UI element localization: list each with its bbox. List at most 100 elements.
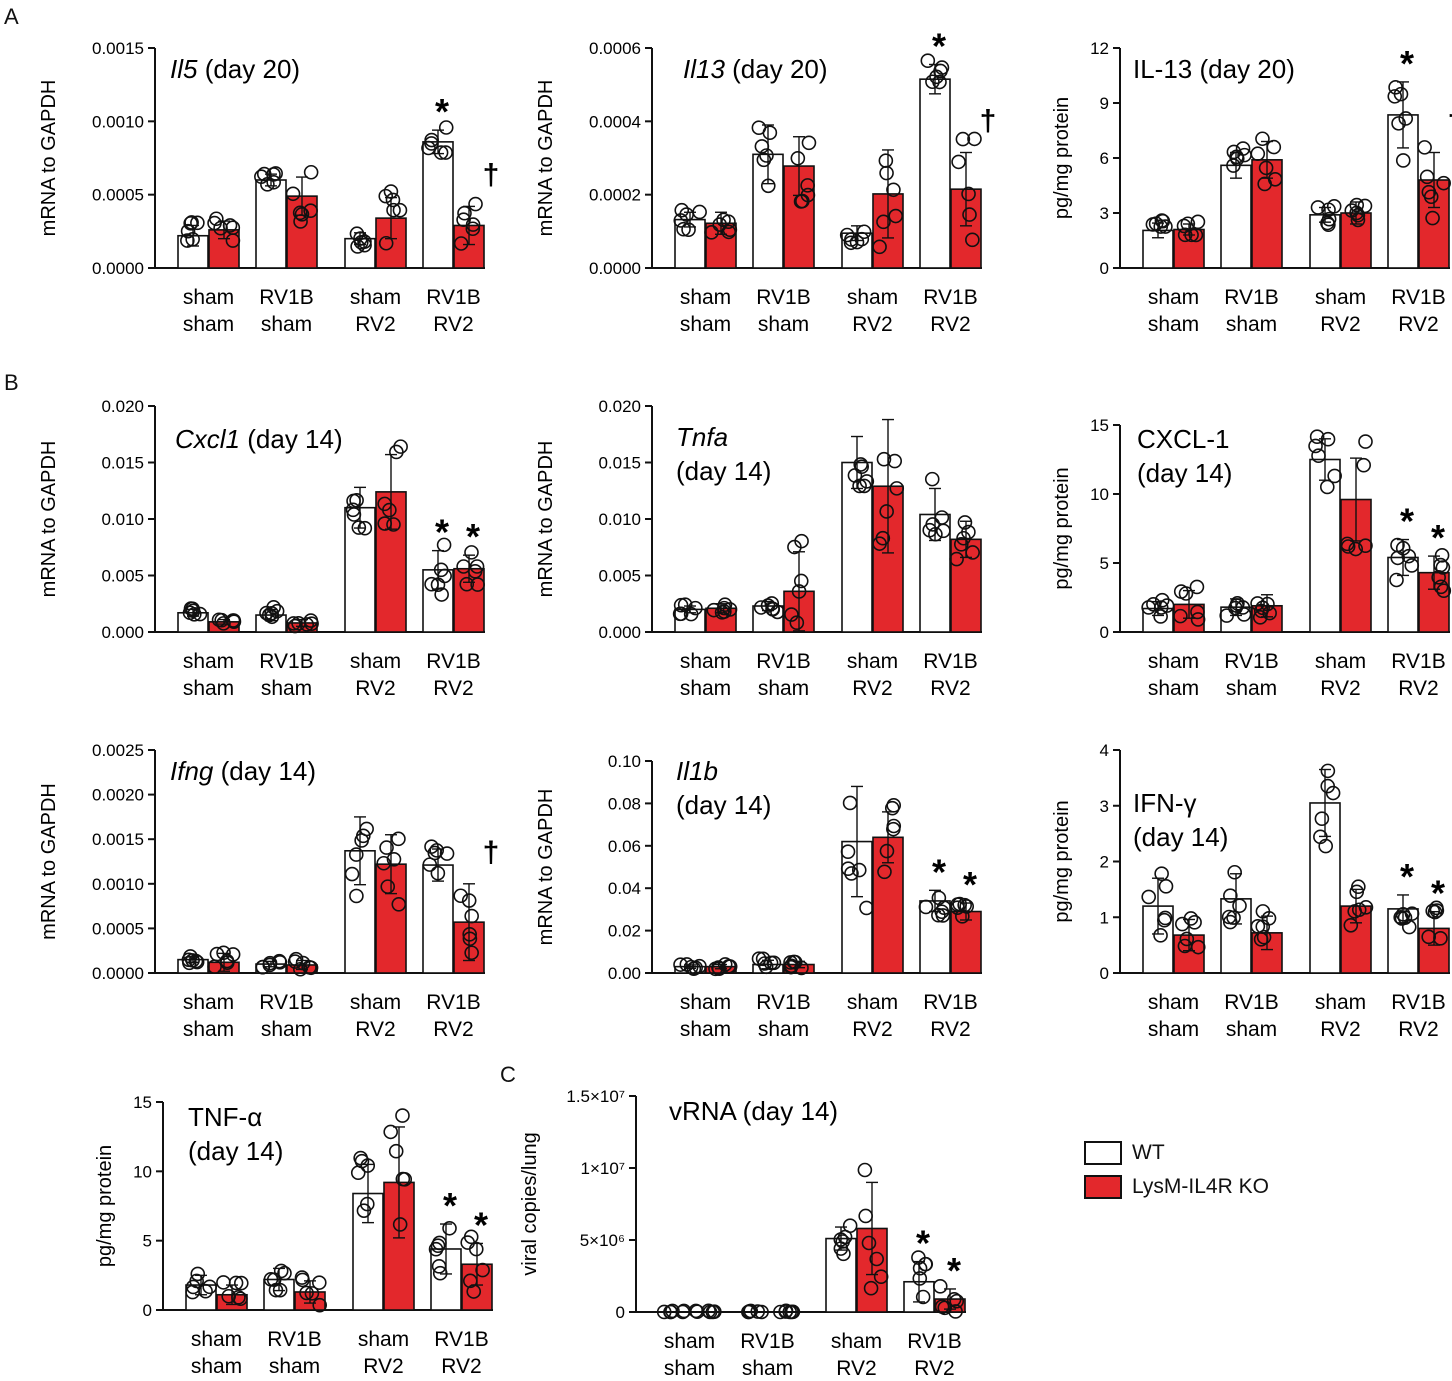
x-category-label: RV1B — [1224, 286, 1278, 309]
data-point — [931, 890, 947, 906]
data-point — [869, 1251, 884, 1267]
significance-mark: † — [483, 158, 500, 191]
x-category-label: RV1B — [756, 286, 810, 309]
panel-label-c: C — [500, 1062, 516, 1087]
data-point — [303, 203, 318, 218]
significance-mark: † — [483, 836, 500, 869]
significance-mark: * — [466, 516, 480, 557]
data-point — [430, 1238, 446, 1254]
x-category-label: sham — [350, 650, 401, 673]
data-point — [856, 478, 872, 494]
data-point — [711, 961, 727, 977]
y-tick-label: 0.0010 — [92, 875, 144, 894]
data-point — [1145, 217, 1161, 232]
y-axis-label: mRNA to GAPDH — [38, 80, 60, 237]
data-point — [1350, 212, 1366, 228]
data-point — [302, 960, 317, 975]
data-point — [965, 545, 980, 560]
x-category-label: sham — [350, 286, 401, 309]
data-point — [872, 239, 887, 255]
data-point — [429, 843, 444, 858]
data-point — [1436, 583, 1452, 599]
y-tick-label: 0.010 — [101, 510, 144, 529]
data-point — [1395, 907, 1411, 922]
data-point — [345, 502, 361, 518]
data-point — [784, 607, 799, 622]
data-point — [665, 1303, 680, 1319]
data-point — [876, 214, 891, 230]
data-point — [185, 603, 201, 619]
data-point — [889, 481, 905, 496]
x-category-label: sham — [1315, 991, 1366, 1014]
y-tick-label: 9 — [1100, 94, 1109, 113]
data-point — [787, 954, 803, 970]
bar-wt — [422, 141, 454, 269]
y-tick-label: 0.020 — [598, 397, 641, 416]
data-point — [202, 1279, 217, 1295]
chart-title-part: Cxcl1 — [175, 424, 240, 454]
data-point — [1358, 900, 1374, 915]
data-point — [794, 533, 809, 549]
data-point — [950, 900, 965, 915]
x-category-label: RV2 — [1398, 677, 1438, 700]
x-category-label: sham — [680, 677, 731, 700]
data-point — [1314, 811, 1330, 826]
data-point — [677, 597, 693, 612]
y-tick-label: 1.5×10⁷ — [566, 1087, 625, 1106]
data-point — [453, 236, 469, 251]
data-point — [353, 235, 369, 250]
data-point — [461, 893, 477, 908]
y-tick-label: 10 — [133, 1162, 152, 1181]
data-point — [688, 600, 703, 616]
x-category-label: sham — [183, 991, 234, 1014]
data-point — [272, 954, 288, 970]
y-tick-label: 0 — [143, 1301, 152, 1320]
data-point — [219, 953, 235, 969]
data-point — [379, 840, 394, 855]
data-point — [1358, 434, 1373, 449]
x-category-label: sham — [680, 991, 731, 1014]
data-point — [800, 178, 815, 193]
chart-il5: 0.0000 0.0005 0.0010 0.0015 mRNA to GAPDH Il5… — [38, 39, 499, 336]
data-point — [936, 523, 951, 539]
significance-mark: * — [916, 1223, 930, 1264]
y-tick-label: 6 — [1100, 149, 1109, 168]
y-tick-label: 15 — [1090, 416, 1109, 435]
y-tick-label: 0.02 — [608, 922, 641, 941]
data-point — [359, 1196, 375, 1212]
y-tick-label: 1×10⁷ — [581, 1159, 625, 1178]
data-point — [835, 1234, 851, 1249]
data-point — [884, 800, 900, 816]
data-point — [1176, 218, 1192, 234]
x-category-label: sham — [758, 1018, 809, 1041]
y-tick-label: 15 — [133, 1093, 152, 1112]
data-point — [676, 221, 691, 237]
data-point — [264, 605, 279, 621]
data-point — [1417, 140, 1432, 155]
y-tick-label: 0 — [1100, 623, 1109, 642]
data-point — [1351, 879, 1366, 895]
data-point — [377, 516, 393, 531]
data-point — [1419, 169, 1435, 185]
data-point — [801, 135, 817, 151]
data-point — [965, 232, 980, 248]
y-tick-label: 0.00 — [608, 964, 641, 983]
x-category-label: RV2 — [1320, 313, 1360, 336]
data-point — [214, 612, 229, 628]
panel-label-b: B — [4, 370, 19, 395]
x-category-label: RV2 — [441, 1355, 481, 1378]
data-point — [266, 167, 281, 182]
x-category-label: sham — [680, 1018, 731, 1041]
chart-tnfaprot: 0 5 10 15 pg/mg protein TNF-α (day 14) * * sham sh… — [94, 1093, 493, 1378]
legend-item-ko: LysM-IL4R KO — [1084, 1170, 1269, 1204]
data-point — [1175, 916, 1190, 932]
data-point — [1250, 146, 1266, 162]
data-point — [1252, 610, 1268, 625]
data-point — [861, 1235, 877, 1251]
chart-ifngprot: 0 1 2 3 4 pg/mg protein IFN-γ (day 14) * * sham sha… — [1051, 741, 1450, 1041]
data-point — [1260, 596, 1275, 612]
data-point — [465, 221, 481, 237]
y-tick-label: 0.000 — [598, 623, 641, 642]
data-point — [1221, 909, 1237, 925]
data-point — [1357, 198, 1373, 214]
